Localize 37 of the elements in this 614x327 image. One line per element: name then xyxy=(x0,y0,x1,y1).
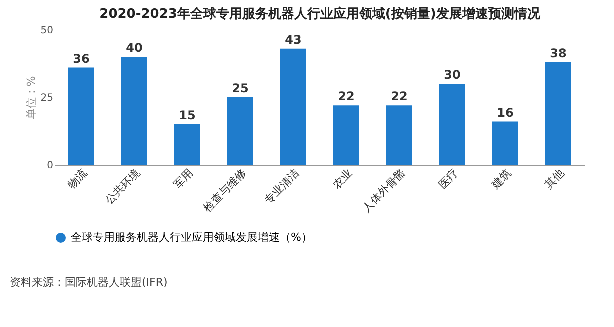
bar xyxy=(386,106,412,165)
data-label: 16 xyxy=(497,106,514,120)
x-tick-label: 专业清洁 xyxy=(262,166,302,208)
x-tick-label: 军用 xyxy=(171,166,196,192)
bar xyxy=(440,84,466,165)
x-tick-label: 人体外骨骼 xyxy=(360,166,408,215)
legend-label: 全球专用服务机器人行业应用领域发展增速（%） xyxy=(71,231,312,244)
data-label: 30 xyxy=(444,68,461,82)
x-tick-label: 农业 xyxy=(330,166,355,192)
data-label: 36 xyxy=(73,52,90,66)
data-label: 43 xyxy=(285,32,302,47)
data-label: 25 xyxy=(232,82,249,96)
data-label: 15 xyxy=(179,108,196,122)
data-label: 22 xyxy=(338,90,355,104)
x-tick-label: 检查与维修 xyxy=(200,166,249,215)
bar xyxy=(228,98,254,165)
bar xyxy=(334,106,360,165)
bar xyxy=(122,57,148,165)
data-label: 40 xyxy=(126,41,143,55)
y-tick-label: 25 xyxy=(40,93,54,104)
y-tick-label: 50 xyxy=(40,26,54,36)
x-tick-label: 医疗 xyxy=(436,166,461,192)
bar xyxy=(174,124,200,165)
data-label: 22 xyxy=(391,90,408,104)
bar xyxy=(68,68,94,165)
x-tick-label: 公共环境 xyxy=(102,166,143,208)
y-tick-label: 0 xyxy=(47,160,54,172)
x-tick-label: 建筑 xyxy=(488,166,514,192)
text: 资料来源：国际机器人联盟(IFR) xyxy=(10,276,168,289)
y-axis-title: 单位：% xyxy=(24,76,38,120)
data-label: 38 xyxy=(550,46,567,60)
x-tick-label: 物流 xyxy=(65,166,90,192)
x-tick-label: 其他 xyxy=(542,166,567,192)
bar xyxy=(280,48,306,165)
bar xyxy=(492,122,518,165)
chart-title: 2020-2023年全球专用服务机器人行业应用领域(按销量)发展增速预测情况 xyxy=(100,6,542,22)
bar xyxy=(546,62,572,165)
